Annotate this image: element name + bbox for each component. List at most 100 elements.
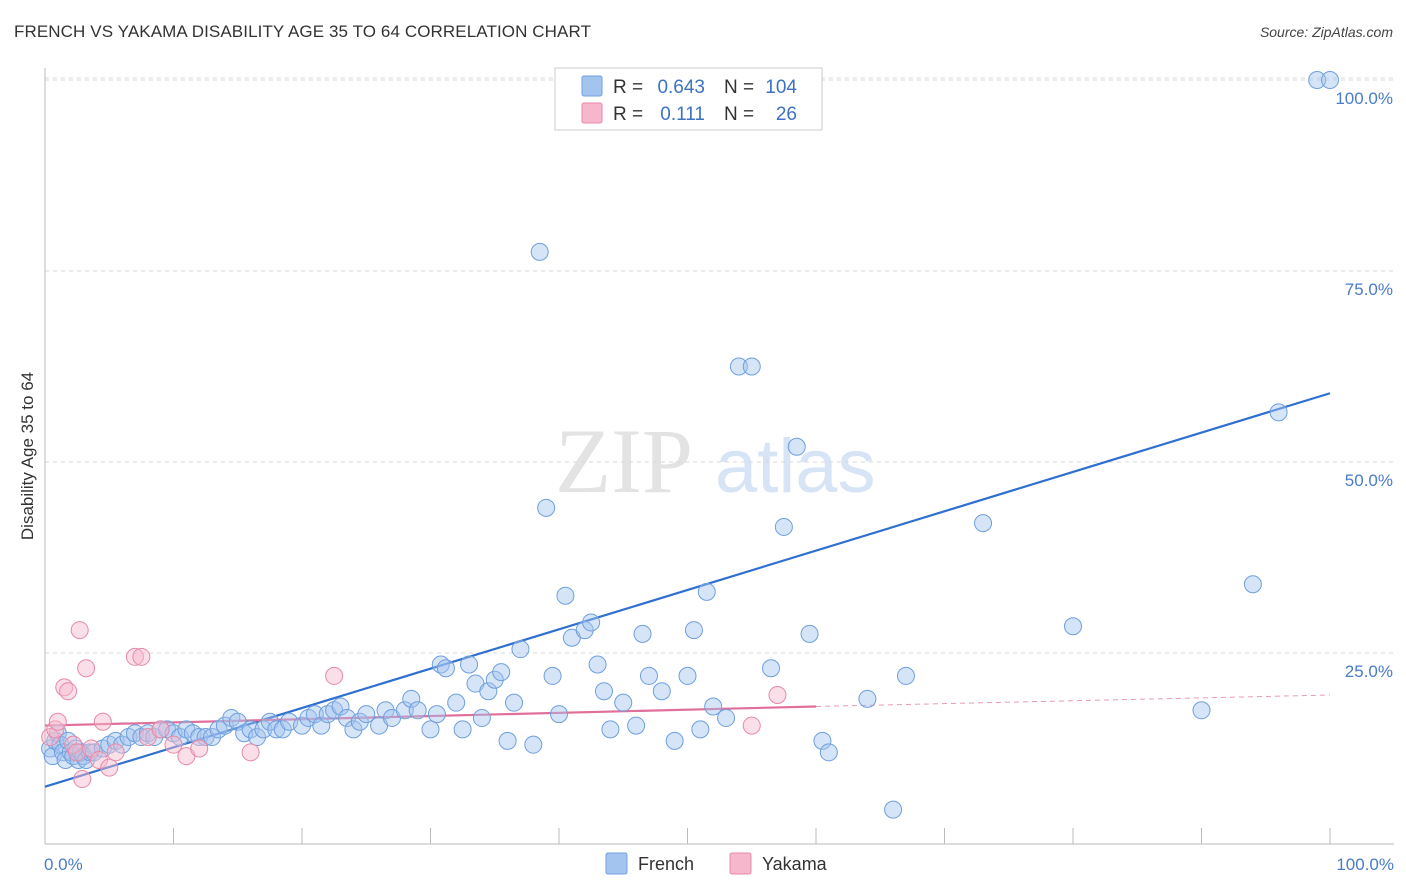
point-french [453, 720, 472, 739]
point-yakama [73, 770, 92, 789]
point-yakama [132, 647, 151, 666]
point-yakama [89, 750, 108, 769]
point-french [1064, 617, 1082, 636]
bottom-legend-swatch-french [605, 852, 628, 875]
point-french [1308, 71, 1327, 89]
point-french [601, 720, 620, 739]
point-yakama [125, 647, 144, 666]
point-french [460, 655, 479, 674]
point-french [717, 708, 736, 727]
point-yakama [93, 712, 112, 731]
trend-line-yakama-extension [815, 694, 1331, 707]
y-tick-label: 25.0% [1345, 662, 1393, 681]
point-french [254, 720, 273, 739]
point-french [896, 666, 915, 685]
point-french [774, 517, 793, 536]
point-french [1321, 71, 1339, 89]
point-french [492, 663, 511, 682]
point-french [1269, 403, 1288, 422]
point-yakama [59, 682, 78, 701]
point-yakama [106, 743, 125, 762]
point-french [742, 357, 761, 376]
point-yakama [100, 758, 119, 777]
point-french [273, 720, 292, 739]
legend-n-value-yakama: 26 [776, 104, 797, 125]
point-french [203, 728, 222, 747]
point-yakama [77, 659, 96, 678]
point-french [762, 659, 781, 678]
point-yakama [70, 621, 89, 640]
point-french [884, 800, 903, 819]
point-french [408, 701, 427, 720]
point-french [472, 708, 491, 727]
y-tick-label: 75.0% [1345, 280, 1393, 299]
point-french [350, 712, 369, 731]
point-french [684, 621, 703, 640]
legend-swatch-french [581, 75, 603, 97]
point-french [614, 693, 633, 712]
point-french [312, 716, 331, 735]
point-french [505, 693, 524, 712]
legend-r-label-french: R = [613, 77, 643, 98]
point-french [652, 682, 671, 701]
data-points [41, 71, 1339, 819]
point-french [344, 720, 363, 739]
point-yakama [190, 739, 209, 758]
legend-n-label-french: N = [724, 77, 754, 98]
point-french [113, 735, 132, 754]
legend-bottom: French Yakama [605, 852, 828, 875]
point-french [485, 670, 504, 689]
point-french [248, 728, 267, 747]
point-french [402, 689, 421, 708]
point-yakama [151, 720, 170, 739]
point-french [729, 357, 748, 376]
point-french [357, 705, 376, 724]
point-french [1243, 575, 1262, 594]
point-french [704, 697, 723, 716]
point-french [241, 720, 260, 739]
point-french [376, 701, 395, 720]
trend-line-yakama [44, 705, 817, 727]
point-french [1192, 701, 1211, 720]
legend-top: R = 0.643 N = 104 R = 0.111 N = 26 [554, 67, 823, 131]
watermark-zip: ZIP [555, 410, 693, 512]
point-yakama [164, 735, 183, 754]
legend-swatch-yakama [581, 102, 603, 124]
legend-n-label-yakama: N = [724, 104, 754, 125]
point-french [588, 655, 607, 674]
point-yakama [742, 716, 761, 735]
point-french [421, 720, 440, 739]
legend-r-value-french: 0.643 [657, 77, 705, 98]
point-yakama [48, 712, 67, 731]
point-french [582, 613, 601, 632]
watermark-atlas: atlas [715, 424, 876, 509]
point-french [813, 731, 832, 750]
point-french [787, 437, 806, 456]
x-tick-label-max: 100.0% [1336, 855, 1394, 874]
point-french [511, 640, 530, 659]
point-french [575, 621, 594, 640]
point-french [524, 735, 543, 754]
y-axis-title: Disability Age 35 to 64 [18, 372, 37, 540]
legend-r-value-yakama: 0.111 [660, 104, 705, 125]
point-french [427, 705, 446, 724]
legend-r-label-yakama: R = [613, 104, 643, 125]
point-yakama [241, 743, 260, 762]
grid: 25.0% 50.0% 75.0% 100.0% [45, 77, 1394, 681]
point-french [550, 705, 568, 724]
point-french [331, 697, 350, 716]
point-french [436, 659, 455, 678]
point-french [479, 682, 498, 701]
point-yakama [768, 686, 787, 705]
point-french [395, 701, 414, 720]
legend-n-value-french: 104 [765, 77, 797, 98]
point-french [858, 689, 877, 708]
point-french [543, 666, 562, 685]
point-yakama [68, 743, 87, 762]
point-french [447, 693, 466, 712]
point-french [691, 720, 710, 739]
point-french [974, 514, 993, 533]
bottom-legend-label-yakama: Yakama [762, 854, 828, 874]
point-french [498, 731, 517, 750]
